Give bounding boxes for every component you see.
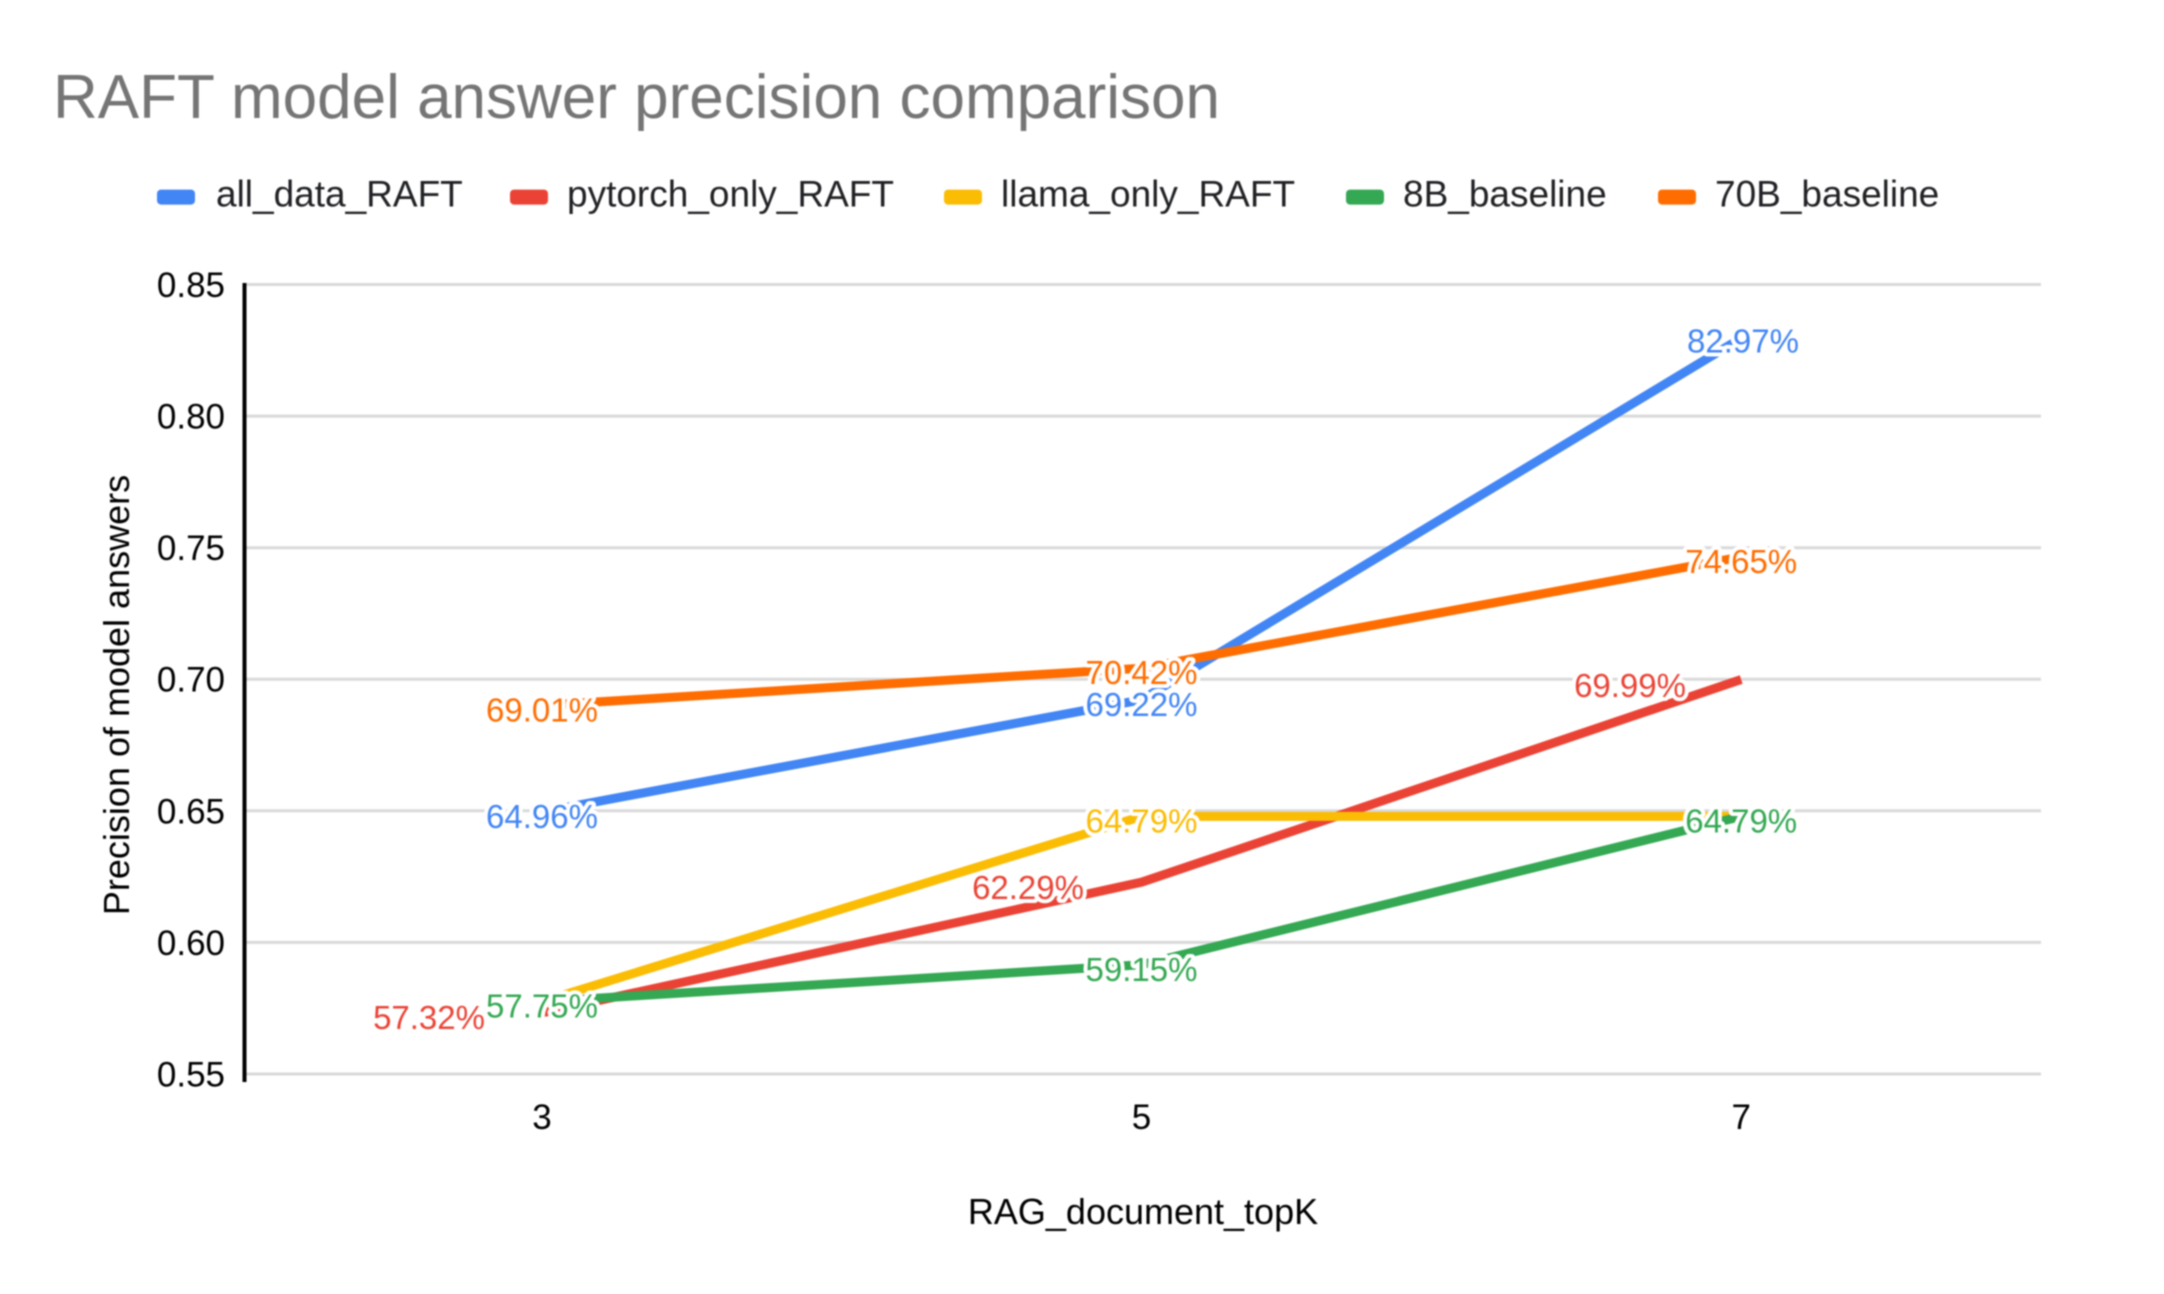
svg-text:RAFT model answer precision co: RAFT model answer precision comparison (53, 63, 1220, 132)
svg-text:0.55: 0.55 (157, 1056, 225, 1095)
svg-text:74.65%: 74.65% (1685, 543, 1797, 580)
svg-text:0.85: 0.85 (157, 266, 225, 305)
svg-text:70B_baseline: 70B_baseline (1715, 173, 1939, 214)
svg-text:0.75: 0.75 (157, 529, 225, 568)
svg-text:7: 7 (1731, 1098, 1750, 1137)
svg-text:0.70: 0.70 (157, 661, 225, 700)
svg-text:3: 3 (532, 1098, 551, 1137)
svg-text:0.60: 0.60 (157, 924, 225, 963)
svg-text:pytorch_only_RAFT: pytorch_only_RAFT (567, 173, 894, 214)
svg-text:0.80: 0.80 (157, 398, 225, 437)
svg-text:8B_baseline: 8B_baseline (1403, 173, 1607, 214)
svg-text:all_data_RAFT: all_data_RAFT (216, 173, 463, 214)
svg-text:RAG_document_topK: RAG_document_topK (968, 1191, 1318, 1232)
svg-text:59.15%: 59.15% (1086, 951, 1198, 988)
svg-text:64.96%: 64.96% (486, 798, 598, 835)
svg-text:57.32%: 57.32% (373, 999, 485, 1036)
svg-text:64.79%: 64.79% (1086, 802, 1198, 839)
svg-text:69.22%: 69.22% (1086, 686, 1198, 723)
svg-text:69.99%: 69.99% (1574, 667, 1686, 704)
svg-text:70.42%: 70.42% (1086, 654, 1198, 691)
svg-text:64.79%: 64.79% (1685, 802, 1797, 839)
svg-text:62.29%: 62.29% (972, 869, 1084, 906)
svg-text:llama_only_RAFT: llama_only_RAFT (1001, 173, 1295, 214)
svg-text:0.65: 0.65 (157, 792, 225, 831)
svg-text:82.97%: 82.97% (1687, 323, 1799, 360)
svg-text:57.75%: 57.75% (486, 988, 598, 1025)
svg-text:5: 5 (1132, 1098, 1151, 1137)
svg-text:69.01%: 69.01% (486, 691, 598, 728)
svg-text:Precision of model answers: Precision of model answers (96, 475, 137, 915)
